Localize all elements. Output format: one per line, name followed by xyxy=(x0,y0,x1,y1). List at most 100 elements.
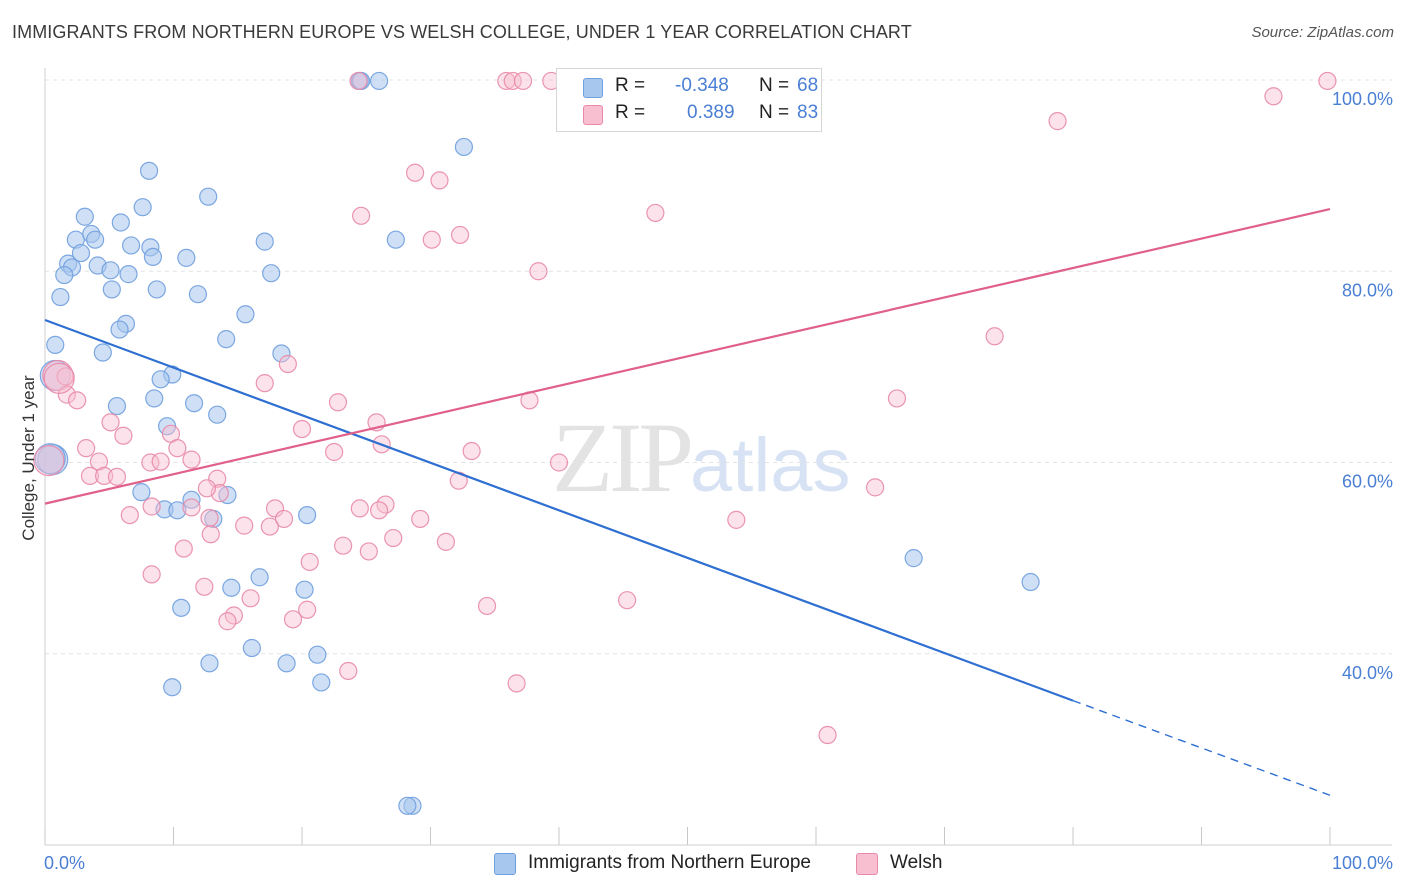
point-welsh xyxy=(985,327,1004,346)
point-welsh xyxy=(370,501,389,520)
point-welsh xyxy=(195,577,214,596)
point-welsh xyxy=(57,385,76,404)
point-immigrants xyxy=(222,578,241,597)
scatter-points xyxy=(33,71,1337,815)
point-immigrants xyxy=(86,230,105,249)
point-immigrants xyxy=(272,344,291,363)
point-welsh xyxy=(142,497,161,516)
point-welsh xyxy=(283,610,303,629)
y-tick-label: 80.0% xyxy=(1342,280,1393,300)
axis-labels: 40.0% 60.0% 80.0% 100.0% 0.0% 100.0% College, … xyxy=(19,89,1393,873)
point-immigrants xyxy=(172,598,191,617)
point-immigrants xyxy=(398,796,417,815)
point-immigrants xyxy=(200,654,219,673)
point-welsh xyxy=(174,539,193,558)
legend-swatch-welsh xyxy=(583,105,603,125)
point-immigrants xyxy=(255,232,274,251)
point-welsh xyxy=(646,203,665,223)
y-tick-label: 100.0% xyxy=(1332,89,1393,109)
point-immigrants xyxy=(250,568,269,587)
point-immigrants xyxy=(46,335,65,354)
point-welsh xyxy=(107,467,127,486)
point-welsh xyxy=(529,262,548,281)
point-welsh xyxy=(218,612,237,631)
point-immigrants xyxy=(386,230,405,249)
point-immigrants xyxy=(93,343,112,362)
point-immigrants xyxy=(102,280,121,299)
point-welsh xyxy=(43,362,75,394)
point-immigrants xyxy=(177,248,196,267)
y-axis-label: College, Under 1 year xyxy=(19,375,38,541)
point-welsh xyxy=(274,509,294,529)
point-immigrants xyxy=(145,389,164,408)
point-welsh xyxy=(818,725,837,745)
point-welsh xyxy=(513,71,533,91)
point-immigrants xyxy=(208,405,227,424)
bottom-legend-swatch-immigrants xyxy=(494,853,516,875)
point-immigrants xyxy=(454,137,474,157)
stats-legend: R = -0.348 N = 68 R = 0.389 N = 83 xyxy=(556,68,822,132)
point-welsh xyxy=(95,466,114,485)
point-immigrants xyxy=(55,265,74,285)
point-immigrants xyxy=(133,198,152,217)
source-label: Source: ZipAtlas.com xyxy=(1251,24,1394,41)
point-welsh xyxy=(350,499,369,518)
point-immigrants xyxy=(1021,572,1040,592)
point-welsh xyxy=(887,389,907,408)
point-welsh xyxy=(142,565,161,584)
point-welsh xyxy=(114,426,133,445)
point-immigrants xyxy=(370,71,389,91)
point-welsh xyxy=(349,71,368,91)
point-welsh xyxy=(197,479,217,498)
legend-swatch-immigrants xyxy=(583,78,603,98)
point-welsh xyxy=(120,505,139,525)
point-welsh xyxy=(727,510,746,529)
watermark: ZIPatlas xyxy=(552,400,851,515)
point-immigrants xyxy=(147,280,166,299)
chart-title: IMMIGRANTS FROM NORTHERN EUROPE VS WELSH… xyxy=(12,22,912,42)
point-welsh xyxy=(80,466,100,485)
point-welsh xyxy=(300,552,319,572)
point-immigrants xyxy=(904,549,923,568)
point-immigrants xyxy=(312,673,331,692)
point-welsh xyxy=(430,171,449,190)
point-welsh xyxy=(549,453,569,472)
point-welsh xyxy=(359,542,378,561)
y-tick-label: 40.0% xyxy=(1342,663,1393,683)
point-welsh xyxy=(33,444,65,477)
legend-r-label: R = xyxy=(615,102,646,123)
trend-line-welsh xyxy=(44,208,1331,505)
watermark-atlas: atlas xyxy=(690,423,851,508)
point-immigrants xyxy=(107,396,127,416)
bottom-legend-swatch-welsh xyxy=(856,853,878,875)
point-welsh xyxy=(182,450,201,469)
point-immigrants xyxy=(121,236,141,255)
point-immigrants xyxy=(51,287,70,307)
point-welsh xyxy=(151,452,170,471)
point-welsh xyxy=(328,393,348,412)
point-immigrants xyxy=(298,505,317,525)
legend-n-value: 68 xyxy=(797,75,819,96)
point-welsh xyxy=(352,206,371,225)
point-welsh xyxy=(325,442,344,462)
point-welsh xyxy=(462,441,481,461)
point-immigrants xyxy=(295,580,314,599)
point-immigrants xyxy=(262,264,281,283)
point-immigrants xyxy=(182,490,201,509)
bottom-legend-label-welsh: Welsh xyxy=(890,852,943,873)
point-immigrants xyxy=(111,213,130,232)
point-welsh xyxy=(422,230,441,249)
trend-line-immigrants-extension xyxy=(1072,699,1331,796)
trend-lines xyxy=(44,208,1331,796)
point-welsh xyxy=(260,517,279,536)
legend-r-value: -0.348 xyxy=(675,75,729,96)
point-welsh xyxy=(411,509,430,529)
point-welsh xyxy=(255,374,274,393)
point-welsh xyxy=(200,508,219,528)
point-welsh xyxy=(298,600,317,619)
point-welsh xyxy=(450,225,470,245)
point-immigrants xyxy=(34,443,66,475)
point-welsh xyxy=(339,661,358,681)
point-immigrants xyxy=(184,394,204,413)
